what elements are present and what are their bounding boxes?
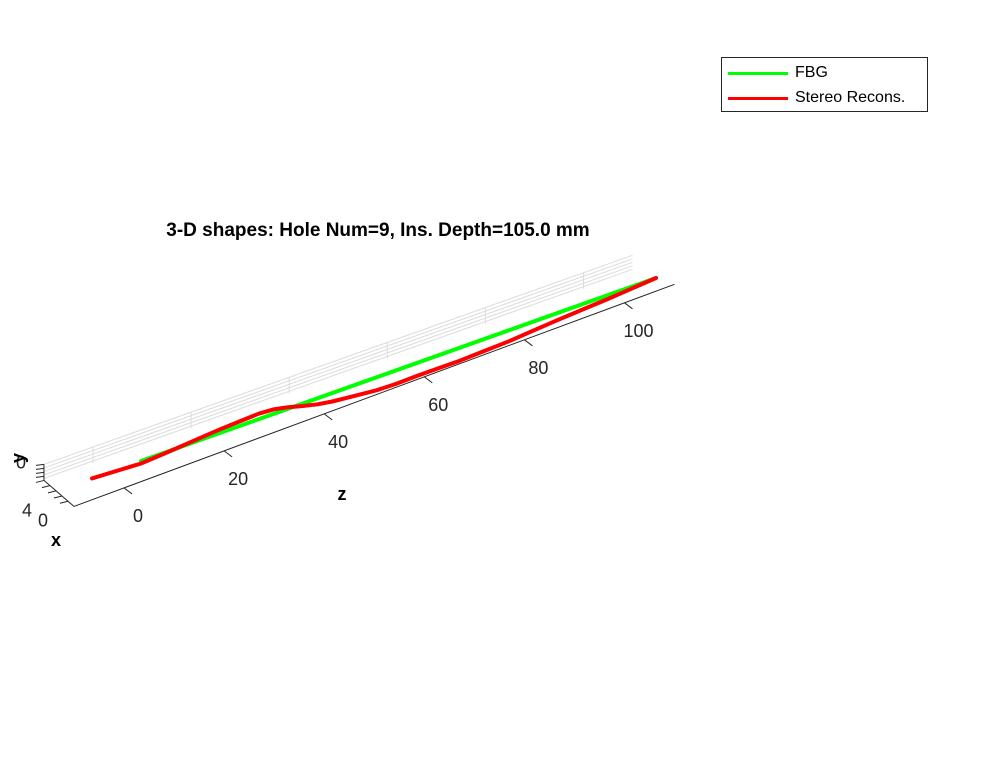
x-axis-tick: [47, 490, 57, 494]
grid-line-long: [43, 254, 633, 465]
z-axis-tick: [423, 376, 433, 384]
legend-label-fbg: FBG: [795, 64, 828, 81]
z-tick-label: 0: [133, 506, 143, 526]
z-axis-tick: [323, 413, 333, 421]
x-axis-line: [43, 480, 75, 507]
legend-label-stereo: Stereo Recons.: [795, 89, 906, 106]
legend-item-fbg: FBG: [722, 61, 927, 85]
axes-grid: [43, 254, 633, 479]
legend-swatch-stereo: [728, 97, 788, 100]
grid-line-long: [43, 261, 633, 472]
plot-series: [90, 276, 658, 481]
grid-line-long: [43, 258, 633, 469]
chart-title: 3-D shapes: Hole Num=9, Ins. Depth=105.0…: [166, 220, 589, 241]
z-axis-tick: [123, 487, 133, 495]
x-tick-label: 0: [38, 510, 48, 530]
x-axis-title: x: [51, 530, 61, 550]
y-axis-title: y: [8, 453, 28, 463]
axes-box: [35, 283, 675, 507]
y-axis-tick: [35, 471, 45, 474]
series-line-stereo-recons: [90, 276, 658, 481]
z-tick-label: 20: [228, 469, 248, 489]
z-axis-line: [73, 283, 675, 507]
x-axis-tick: [35, 479, 45, 483]
y-axis-tick: [35, 475, 45, 478]
z-tick-label: 80: [528, 358, 548, 378]
x-tick-label: 4: [22, 500, 32, 520]
z-axis-tick: [624, 302, 633, 310]
x-axis-tick: [53, 495, 63, 499]
y-axis-tick: [35, 467, 45, 470]
z-axis-title: z: [338, 484, 347, 504]
y-tick-label: 0: [16, 452, 26, 472]
legend-item-stereo: Stereo Recons.: [722, 86, 927, 110]
z-tick-label: 100: [623, 321, 653, 341]
grid-line-long: [43, 265, 633, 476]
y-axis-tick: [35, 463, 45, 466]
z-axis-tick: [524, 339, 533, 347]
x-axis-tick: [59, 500, 69, 504]
grid-line-long: [43, 268, 633, 479]
z-axis-tick: [223, 450, 233, 458]
legend: FBG Stereo Recons.: [721, 57, 928, 112]
x-axis-tick: [41, 485, 51, 489]
legend-swatch-fbg: [728, 72, 788, 75]
z-tick-label: 40: [328, 432, 348, 452]
z-tick-label: 60: [428, 395, 448, 415]
series-line-fbg: [139, 276, 658, 463]
